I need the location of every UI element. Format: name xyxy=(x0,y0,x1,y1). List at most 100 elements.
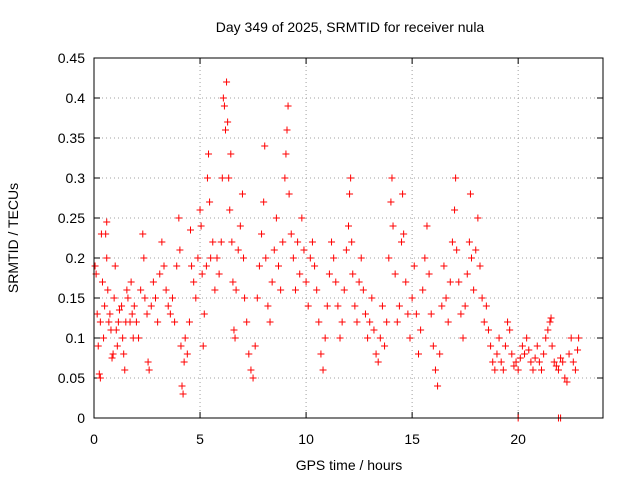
y-tick-label: 0.3 xyxy=(66,170,86,186)
data-point xyxy=(171,318,179,326)
data-point xyxy=(132,318,140,326)
data-point xyxy=(160,262,168,270)
data-point xyxy=(120,350,128,358)
data-point xyxy=(361,310,369,318)
data-point xyxy=(200,310,208,318)
data-point xyxy=(355,278,363,286)
data-point xyxy=(317,350,325,358)
data-point xyxy=(121,366,129,374)
data-point xyxy=(383,318,391,326)
y-tick-label: 0 xyxy=(77,410,85,426)
x-axis-label: GPS time / hours xyxy=(296,457,403,473)
data-point xyxy=(542,334,550,342)
data-point xyxy=(149,278,157,286)
data-point xyxy=(315,318,323,326)
data-point xyxy=(261,142,269,150)
data-point xyxy=(448,238,456,246)
data-point xyxy=(388,174,396,182)
y-axis-label: SRMTID / TECUs xyxy=(5,183,21,293)
data-point xyxy=(451,206,459,214)
data-point xyxy=(291,286,299,294)
data-point xyxy=(306,254,314,262)
data-point xyxy=(484,326,492,334)
data-point xyxy=(569,358,577,366)
data-point xyxy=(145,366,153,374)
data-point xyxy=(497,358,505,366)
data-point xyxy=(575,334,583,342)
data-point xyxy=(404,310,412,318)
data-point xyxy=(474,214,482,222)
data-point xyxy=(264,302,272,310)
data-point xyxy=(287,230,295,238)
data-point xyxy=(321,334,329,342)
data-point xyxy=(285,190,293,198)
data-point xyxy=(540,350,548,358)
data-point xyxy=(378,302,386,310)
data-point xyxy=(508,350,516,358)
data-point xyxy=(141,294,149,302)
data-point xyxy=(262,254,270,262)
data-point xyxy=(480,318,488,326)
data-point xyxy=(521,350,529,358)
x-tick-label: 10 xyxy=(298,431,314,447)
data-point xyxy=(135,334,143,342)
data-point xyxy=(245,350,253,358)
data-point xyxy=(255,262,263,270)
data-point xyxy=(108,354,116,362)
data-point xyxy=(226,206,234,214)
data-point xyxy=(197,222,205,230)
y-tick-label: 0.4 xyxy=(66,90,86,106)
data-point xyxy=(414,350,422,358)
data-point xyxy=(442,294,450,302)
data-point xyxy=(389,222,397,230)
data-point xyxy=(104,286,112,294)
data-point xyxy=(431,366,439,374)
data-point xyxy=(100,334,108,342)
data-point xyxy=(209,238,217,246)
data-point xyxy=(499,366,507,374)
data-point xyxy=(518,342,526,350)
data-point xyxy=(223,78,231,86)
data-point xyxy=(94,342,102,350)
data-point xyxy=(296,270,304,278)
data-point xyxy=(334,302,342,310)
data-point xyxy=(504,318,512,326)
data-point xyxy=(103,218,111,226)
data-point xyxy=(561,374,569,382)
data-point xyxy=(402,278,410,286)
data-point xyxy=(266,318,274,326)
data-point xyxy=(487,342,495,350)
plot-frame xyxy=(93,57,604,419)
data-point xyxy=(123,286,131,294)
data-point xyxy=(308,238,316,246)
data-point xyxy=(436,350,444,358)
data-point xyxy=(470,286,478,294)
data-point xyxy=(482,302,490,310)
data-point xyxy=(330,254,338,262)
data-point xyxy=(452,174,460,182)
data-point xyxy=(224,118,232,126)
data-point xyxy=(140,254,148,262)
data-point xyxy=(548,342,556,350)
data-point xyxy=(399,190,407,198)
data-point xyxy=(357,254,365,262)
data-point xyxy=(91,262,99,270)
data-point xyxy=(506,326,514,334)
data-point xyxy=(304,302,312,310)
data-point xyxy=(567,334,575,342)
data-point xyxy=(229,278,237,286)
data-point xyxy=(491,366,499,374)
data-point xyxy=(465,238,473,246)
y-tick-label: 0.05 xyxy=(58,370,85,386)
data-point xyxy=(408,294,416,302)
data-point xyxy=(178,382,186,390)
data-point xyxy=(395,302,403,310)
data-point xyxy=(393,318,401,326)
data-point xyxy=(429,342,437,350)
data-point xyxy=(495,334,503,342)
data-point xyxy=(173,262,181,270)
data-point xyxy=(417,326,425,334)
data-point xyxy=(188,262,196,270)
data-point xyxy=(126,318,134,326)
data-point xyxy=(438,302,446,310)
